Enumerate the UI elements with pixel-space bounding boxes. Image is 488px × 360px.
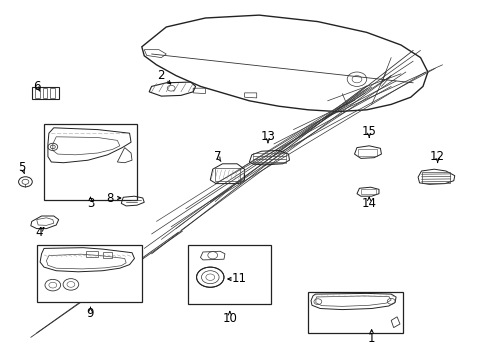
Bar (215, 168, 239, 181)
Text: 4: 4 (35, 226, 43, 239)
Text: 12: 12 (429, 150, 444, 163)
Text: 1: 1 (367, 332, 375, 345)
Bar (358, 149, 376, 156)
Text: 6: 6 (33, 80, 41, 93)
Text: 3: 3 (86, 197, 94, 210)
Bar (307, 292, 403, 333)
Text: 15: 15 (361, 125, 376, 138)
Bar (188, 245, 271, 304)
Bar (253, 153, 285, 163)
Bar (44, 124, 137, 200)
Bar (50, 88, 55, 98)
Bar (42, 88, 47, 98)
Text: 10: 10 (222, 312, 237, 325)
Bar (102, 252, 112, 258)
Bar (32, 87, 59, 99)
Text: 5: 5 (18, 161, 26, 174)
Text: 13: 13 (260, 130, 275, 143)
Bar (360, 189, 375, 194)
Bar (35, 88, 40, 98)
Bar (421, 172, 449, 183)
Bar (85, 251, 98, 257)
Text: 8: 8 (106, 192, 114, 204)
Text: 9: 9 (86, 307, 94, 320)
Bar (37, 245, 142, 302)
Text: 14: 14 (361, 197, 376, 210)
Text: 2: 2 (157, 69, 165, 82)
Text: 11: 11 (232, 273, 246, 285)
Text: 7: 7 (213, 150, 221, 163)
